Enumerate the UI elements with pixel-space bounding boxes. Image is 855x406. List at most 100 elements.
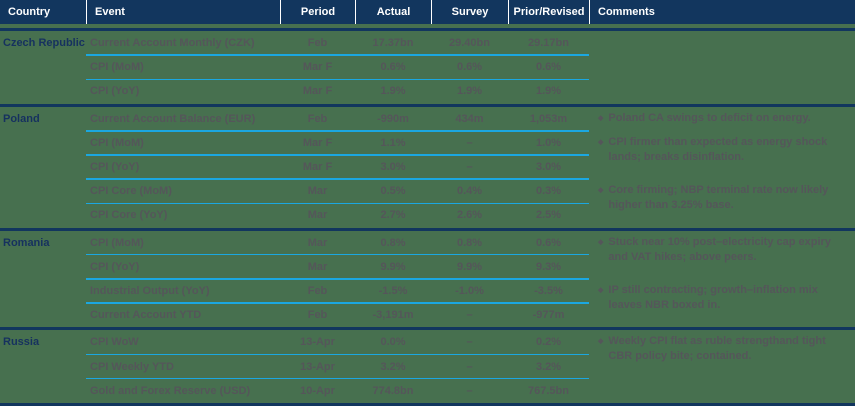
comment: ◆ IP still contracting; growth–inflation… xyxy=(598,283,850,313)
period-cell: Feb xyxy=(307,284,328,297)
comment-text: Stuck near 10% post–electricity cap expi… xyxy=(608,235,831,263)
event-cell: CPI (MoM) xyxy=(90,61,144,74)
bullet-icon: ◆ xyxy=(598,286,604,294)
event-cell: CPI WoW xyxy=(90,336,139,349)
country-label: Czech Republic xyxy=(3,37,85,50)
bullet-icon: ◆ xyxy=(598,114,604,122)
table-row: CPI Weekly YTD 13-Apr 3.2% – 3.2% xyxy=(0,354,855,380)
comments-column: ◆ Poland CA swings to deficit on energy.… xyxy=(589,107,855,228)
prior-cell: 1,053m xyxy=(529,112,568,125)
row-separator xyxy=(86,302,589,304)
survey-cell: – xyxy=(466,309,473,322)
country-label: Poland xyxy=(3,112,40,125)
prior-cell: 0.6% xyxy=(535,236,562,249)
group-divider xyxy=(0,227,855,231)
event-cell: CPI (YoY) xyxy=(90,161,140,174)
prior-cell: 29.17bn xyxy=(528,37,569,50)
table-row: Romania CPI (MoM) Mar 0.8% 0.8% 0.6% xyxy=(0,231,855,256)
column-header-prior-revised: Prior/Revised xyxy=(508,0,589,24)
actual-cell: 1.9% xyxy=(380,85,406,98)
event-cell: CPI Core (MoM) xyxy=(90,185,172,198)
actual-cell: 0.6% xyxy=(380,61,406,74)
period-cell: Mar xyxy=(307,185,328,198)
table-row: CPI Core (MoM) Mar 0.5% 0.4% 0.3% xyxy=(0,179,855,205)
prior-cell: 3.2% xyxy=(535,360,562,373)
survey-cell: -1.0% xyxy=(455,284,484,297)
country-group-poland: Poland Current Account Balance (EUR) Feb… xyxy=(0,107,855,228)
prior-cell: -977m xyxy=(532,309,565,322)
country-group-russia: Russia CPI WoW 13-Apr 0.0% – 0.2% CPI We… xyxy=(0,330,855,403)
table-row: CPI (MoM) Mar F 1.1% – 1.0% xyxy=(0,131,855,156)
row-separator xyxy=(86,154,589,156)
period-cell: Feb xyxy=(307,37,328,50)
comment: ◆ Weekly CPI flat as ruble strengthand t… xyxy=(598,334,850,364)
survey-cell: – xyxy=(466,136,473,149)
actual-cell: -1.5% xyxy=(378,284,408,297)
survey-cell: 1.9% xyxy=(456,85,483,98)
column-header-actual: Actual xyxy=(355,0,431,24)
comments-column: ◆ Weekly CPI flat as ruble strengthand t… xyxy=(589,330,855,403)
column-header-country: Country xyxy=(8,6,51,18)
comment-text: Core firming; NBP terminal rate now like… xyxy=(608,184,829,212)
period-cell: Mar F xyxy=(302,161,333,174)
survey-cell: 29.40bn xyxy=(449,37,490,50)
table-row: CPI (YoY) Mar 9.9% 9.9% 9.3% xyxy=(0,255,855,280)
event-cell: Current Account YTD xyxy=(90,309,202,322)
survey-cell: 0.4% xyxy=(456,185,483,198)
row-separator xyxy=(86,78,589,81)
comments-column: ◆ Stuck near 10% post–electricity cap ex… xyxy=(589,231,855,328)
row-separator xyxy=(86,253,589,256)
event-cell: CPI (MoM) xyxy=(90,136,144,149)
prior-cell: 3.0% xyxy=(535,161,562,174)
period-cell: Mar xyxy=(307,209,328,222)
actual-cell: 0.0% xyxy=(380,336,406,349)
event-cell: CPI (YoY) xyxy=(90,260,140,273)
table-row: Gold and Forex Reserve (USD) 10-Apr 774.… xyxy=(0,379,855,403)
actual-cell: 3.2% xyxy=(380,360,406,373)
prior-cell: 1.0% xyxy=(535,136,562,149)
actual-cell: 2.7% xyxy=(380,209,406,222)
row-separator xyxy=(86,178,589,180)
table-row: Czech Republic Current Account Monthly (… xyxy=(0,31,855,56)
event-cell: Current Account Balance (EUR) xyxy=(90,112,256,125)
comment-text: CPI firmer than expected as energy shock… xyxy=(608,135,828,163)
row-separator xyxy=(86,54,589,56)
group-divider xyxy=(0,327,855,331)
event-cell: Current Account Monthly (CZK) xyxy=(90,37,255,50)
column-header-event: Event xyxy=(86,0,280,24)
row-separator xyxy=(86,353,589,356)
actual-cell: 0.8% xyxy=(380,236,406,249)
period-cell: Mar xyxy=(307,260,328,273)
period-cell: Mar F xyxy=(302,136,333,149)
prior-cell: 1.9% xyxy=(535,85,562,98)
survey-cell: 434m xyxy=(455,112,484,125)
survey-cell: 0.6% xyxy=(456,61,483,74)
column-header-comments: Comments xyxy=(589,0,855,24)
comment: ◆ Stuck near 10% post–electricity cap ex… xyxy=(598,235,850,265)
bullet-icon: ◆ xyxy=(598,338,604,346)
comment-text: IP still contracting; growth–inflation m… xyxy=(608,283,818,311)
comment-text: Weekly CPI flat as ruble strengthand tig… xyxy=(608,335,826,363)
actual-cell: -990m xyxy=(377,112,409,125)
actual-cell: 1.1% xyxy=(380,136,406,149)
survey-cell: 2.6% xyxy=(456,209,483,222)
survey-cell: 9.9% xyxy=(456,260,483,273)
survey-cell: 0.8% xyxy=(456,236,483,249)
prior-cell: 0.2% xyxy=(535,336,562,349)
period-cell: 13-Apr xyxy=(300,360,335,373)
country-group-czech-republic: Czech Republic Current Account Monthly (… xyxy=(0,31,855,104)
row-separator xyxy=(86,130,589,132)
table-row: Russia CPI WoW 13-Apr 0.0% – 0.2% xyxy=(0,330,855,356)
event-cell: CPI (YoY) xyxy=(90,85,140,98)
survey-cell: – xyxy=(466,336,473,349)
period-cell: Mar F xyxy=(302,61,333,74)
table-row: Current Account YTD Feb -3,191m – -977m xyxy=(0,303,855,327)
prior-cell: 9.3% xyxy=(535,260,562,273)
row-separator xyxy=(86,377,589,380)
period-cell: 10-Apr xyxy=(300,384,335,397)
survey-cell: – xyxy=(466,384,473,397)
period-cell: Feb xyxy=(307,112,328,125)
table-row: CPI (MoM) Mar F 0.6% 0.6% 0.6% xyxy=(0,55,855,81)
country-label: Russia xyxy=(3,336,40,349)
